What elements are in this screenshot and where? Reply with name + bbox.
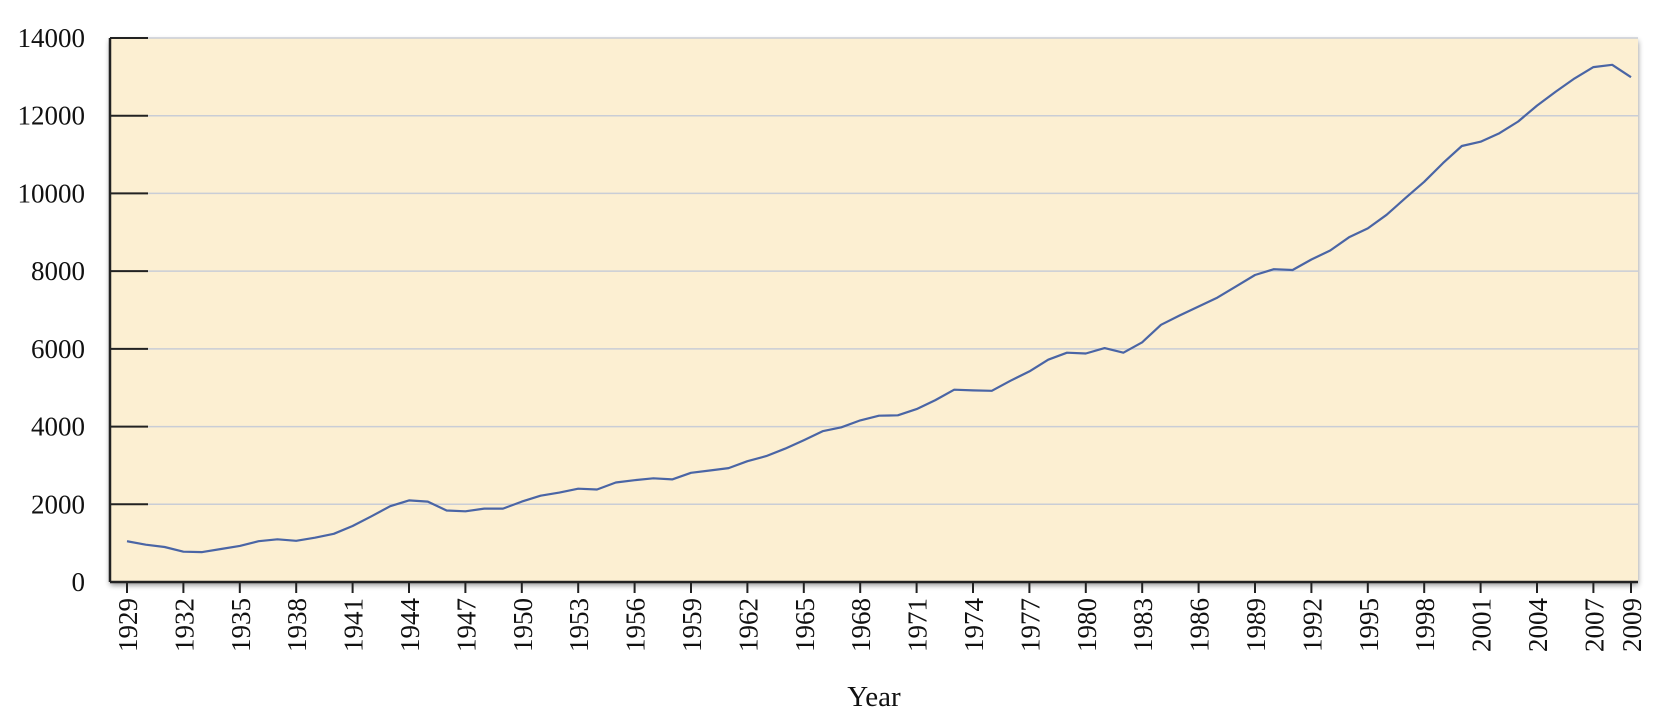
y-tick-label: 6000 — [31, 334, 85, 364]
x-tick-label: 1932 — [169, 598, 199, 652]
series-group — [126, 63, 1632, 554]
y-tick-label: 10000 — [18, 178, 86, 208]
x-tick-label: 1941 — [339, 598, 369, 652]
x-tick-label: 1989 — [1241, 598, 1271, 652]
x-tick-label: 2001 — [1467, 598, 1497, 652]
x-tick-label: 1995 — [1354, 598, 1384, 652]
x-tick-label: 1998 — [1410, 598, 1440, 652]
y-tick-label: 2000 — [31, 489, 85, 519]
x-tick-label: 1968 — [846, 598, 876, 652]
x-tick-label: 1953 — [564, 598, 594, 652]
x-tick-label: 2007 — [1579, 598, 1609, 652]
x-axis: 1929 1932 1935 1938 1941 1944 1947 1950 1953 1956… — [113, 582, 1647, 652]
x-tick-label: 1983 — [1128, 598, 1158, 652]
x-tick-label: 1980 — [1072, 598, 1102, 652]
x-axis-title: Year — [847, 681, 901, 713]
series-line-0 — [126, 63, 1632, 554]
x-tick-label: 1950 — [508, 598, 538, 652]
gridlines — [110, 37, 1638, 506]
x-tick-label: 1929 — [113, 598, 143, 652]
x-tick-label: 1959 — [677, 598, 707, 652]
x-tick-label: 1935 — [226, 598, 256, 652]
x-tick-label: 1944 — [395, 598, 425, 653]
y-tick-label: 4000 — [31, 412, 85, 442]
x-tick-label: 1938 — [282, 598, 312, 652]
y-tick-label: 8000 — [31, 256, 85, 286]
x-tick-label: 1947 — [451, 598, 481, 652]
x-tick-label: 1992 — [1297, 598, 1327, 652]
x-tick-label: 2004 — [1523, 598, 1553, 653]
x-tick-label: 1956 — [621, 598, 651, 652]
x-tick-label: 1962 — [733, 598, 763, 652]
x-tick-label: 1974 — [959, 598, 989, 653]
y-tick-label: 12000 — [18, 101, 86, 131]
y-axis: 0 2000 4000 6000 8000 10000 12000 14000 — [18, 23, 148, 597]
x-tick-label: 1965 — [790, 598, 820, 652]
x-tick-label: 2009 — [1617, 598, 1647, 652]
x-tick-label: 1986 — [1185, 598, 1215, 652]
y-tick-label: 14000 — [18, 23, 86, 53]
y-tick-label: 0 — [72, 567, 86, 597]
x-tick-label: 1971 — [903, 598, 933, 652]
plot-area — [110, 38, 1638, 582]
x-tick-label: 1977 — [1015, 598, 1045, 652]
